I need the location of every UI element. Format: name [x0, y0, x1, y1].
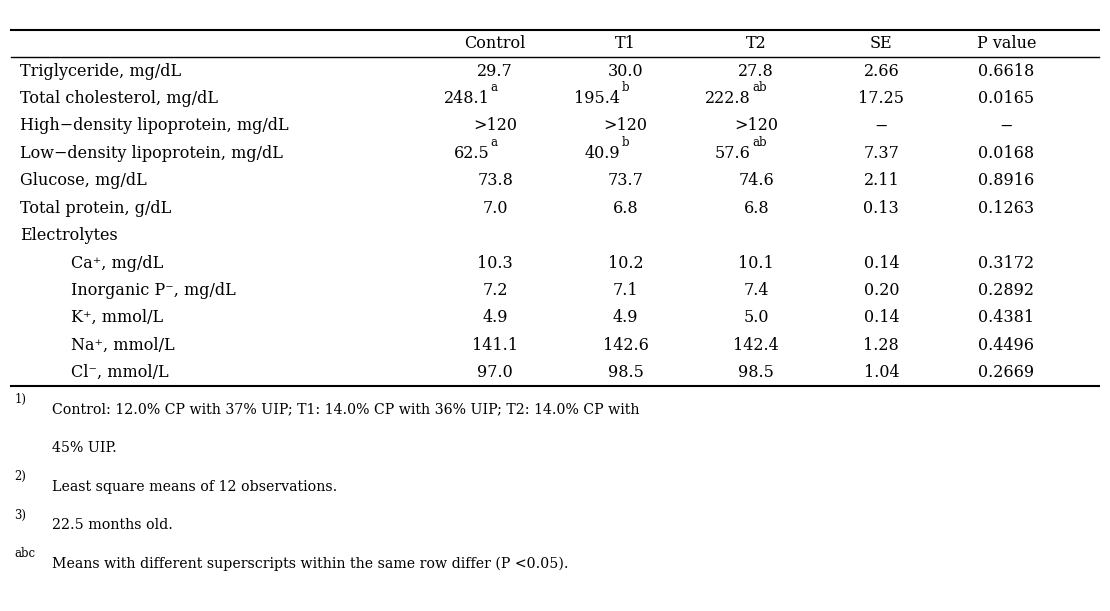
- Text: 7.2: 7.2: [483, 282, 508, 299]
- Text: 142.4: 142.4: [734, 337, 779, 354]
- Text: 7.37: 7.37: [864, 145, 899, 162]
- Text: Means with different superscripts within the same row differ (P <0.05).: Means with different superscripts within…: [52, 557, 569, 571]
- Text: Total protein, g/dL: Total protein, g/dL: [20, 200, 171, 217]
- Text: 1.28: 1.28: [864, 337, 899, 354]
- Text: T2: T2: [746, 35, 767, 53]
- Text: Ca⁺, mg/dL: Ca⁺, mg/dL: [71, 255, 163, 271]
- Text: 6.8: 6.8: [744, 200, 769, 217]
- Text: 2.11: 2.11: [864, 172, 899, 189]
- Text: 40.9: 40.9: [585, 145, 620, 162]
- Text: Na⁺, mmol/L: Na⁺, mmol/L: [71, 337, 174, 354]
- Text: Low−density lipoprotein, mg/dL: Low−density lipoprotein, mg/dL: [20, 145, 283, 162]
- Text: 142.6: 142.6: [603, 337, 648, 354]
- Text: 62.5: 62.5: [454, 145, 490, 162]
- Text: 2): 2): [14, 470, 27, 483]
- Text: 0.13: 0.13: [864, 200, 899, 217]
- Text: Control: 12.0% CP with 37% UIP; T1: 14.0% CP with 36% UIP; T2: 14.0% CP with: Control: 12.0% CP with 37% UIP; T1: 14.0…: [52, 403, 640, 417]
- Text: 45% UIP.: 45% UIP.: [52, 441, 118, 455]
- Text: 97.0: 97.0: [477, 364, 513, 381]
- Text: Triglyceride, mg/dL: Triglyceride, mg/dL: [20, 63, 181, 79]
- Text: Electrolytes: Electrolytes: [20, 227, 118, 244]
- Text: 7.4: 7.4: [744, 282, 769, 299]
- Text: K⁺, mmol/L: K⁺, mmol/L: [71, 309, 163, 326]
- Text: >120: >120: [734, 117, 778, 134]
- Text: 0.0168: 0.0168: [978, 145, 1035, 162]
- Text: 27.8: 27.8: [738, 63, 774, 79]
- Text: Total cholesterol, mg/dL: Total cholesterol, mg/dL: [20, 90, 218, 107]
- Text: 74.6: 74.6: [738, 172, 774, 189]
- Text: 22.5 months old.: 22.5 months old.: [52, 519, 173, 532]
- Text: 30.0: 30.0: [608, 63, 644, 79]
- Text: ab: ab: [751, 136, 767, 148]
- Text: a: a: [491, 136, 497, 148]
- Text: 0.2669: 0.2669: [978, 364, 1035, 381]
- Text: 248.1: 248.1: [444, 90, 490, 107]
- Text: b: b: [622, 81, 629, 94]
- Text: 6.8: 6.8: [613, 200, 638, 217]
- Text: 98.5: 98.5: [608, 364, 644, 381]
- Text: P value: P value: [977, 35, 1037, 53]
- Text: Least square means of 12 observations.: Least square means of 12 observations.: [52, 480, 337, 494]
- Text: T1: T1: [615, 35, 636, 53]
- Text: 222.8: 222.8: [705, 90, 750, 107]
- Text: Inorganic P⁻, mg/dL: Inorganic P⁻, mg/dL: [71, 282, 235, 299]
- Text: 73.8: 73.8: [477, 172, 513, 189]
- Text: 0.2892: 0.2892: [978, 282, 1035, 299]
- Text: 195.4: 195.4: [574, 90, 620, 107]
- Text: 57.6: 57.6: [715, 145, 750, 162]
- Text: 29.7: 29.7: [477, 63, 513, 79]
- Text: 0.1263: 0.1263: [978, 200, 1035, 217]
- Text: 0.20: 0.20: [864, 282, 899, 299]
- Text: 7.1: 7.1: [613, 282, 638, 299]
- Text: 7.0: 7.0: [483, 200, 508, 217]
- Text: 0.0165: 0.0165: [978, 90, 1035, 107]
- Text: 1.04: 1.04: [864, 364, 899, 381]
- Text: a: a: [491, 81, 497, 94]
- Text: >120: >120: [604, 117, 648, 134]
- Text: Glucose, mg/dL: Glucose, mg/dL: [20, 172, 147, 189]
- Text: 1): 1): [14, 393, 27, 406]
- Text: 73.7: 73.7: [608, 172, 644, 189]
- Text: 0.6618: 0.6618: [978, 63, 1035, 79]
- Text: High−density lipoprotein, mg/dL: High−density lipoprotein, mg/dL: [20, 117, 289, 134]
- Text: 0.4381: 0.4381: [978, 309, 1035, 326]
- Text: 4.9: 4.9: [613, 309, 638, 326]
- Text: 3): 3): [14, 508, 27, 522]
- Text: −: −: [1000, 117, 1013, 134]
- Text: 98.5: 98.5: [738, 364, 774, 381]
- Text: abc: abc: [14, 547, 36, 560]
- Text: 0.4496: 0.4496: [978, 337, 1035, 354]
- Text: −: −: [875, 117, 888, 134]
- Text: 0.3172: 0.3172: [978, 255, 1035, 271]
- Text: 10.3: 10.3: [477, 255, 513, 271]
- Text: 0.14: 0.14: [864, 255, 899, 271]
- Text: 10.1: 10.1: [738, 255, 774, 271]
- Text: >120: >120: [473, 117, 517, 134]
- Text: 4.9: 4.9: [483, 309, 508, 326]
- Text: 2.66: 2.66: [864, 63, 899, 79]
- Text: 141.1: 141.1: [472, 337, 518, 354]
- Text: 17.25: 17.25: [858, 90, 905, 107]
- Text: b: b: [622, 136, 629, 148]
- Text: Cl⁻, mmol/L: Cl⁻, mmol/L: [71, 364, 169, 381]
- Text: 5.0: 5.0: [744, 309, 769, 326]
- Text: 10.2: 10.2: [608, 255, 644, 271]
- Text: 0.8916: 0.8916: [978, 172, 1035, 189]
- Text: 0.14: 0.14: [864, 309, 899, 326]
- Text: ab: ab: [751, 81, 767, 94]
- Text: Control: Control: [464, 35, 526, 53]
- Text: SE: SE: [870, 35, 892, 53]
